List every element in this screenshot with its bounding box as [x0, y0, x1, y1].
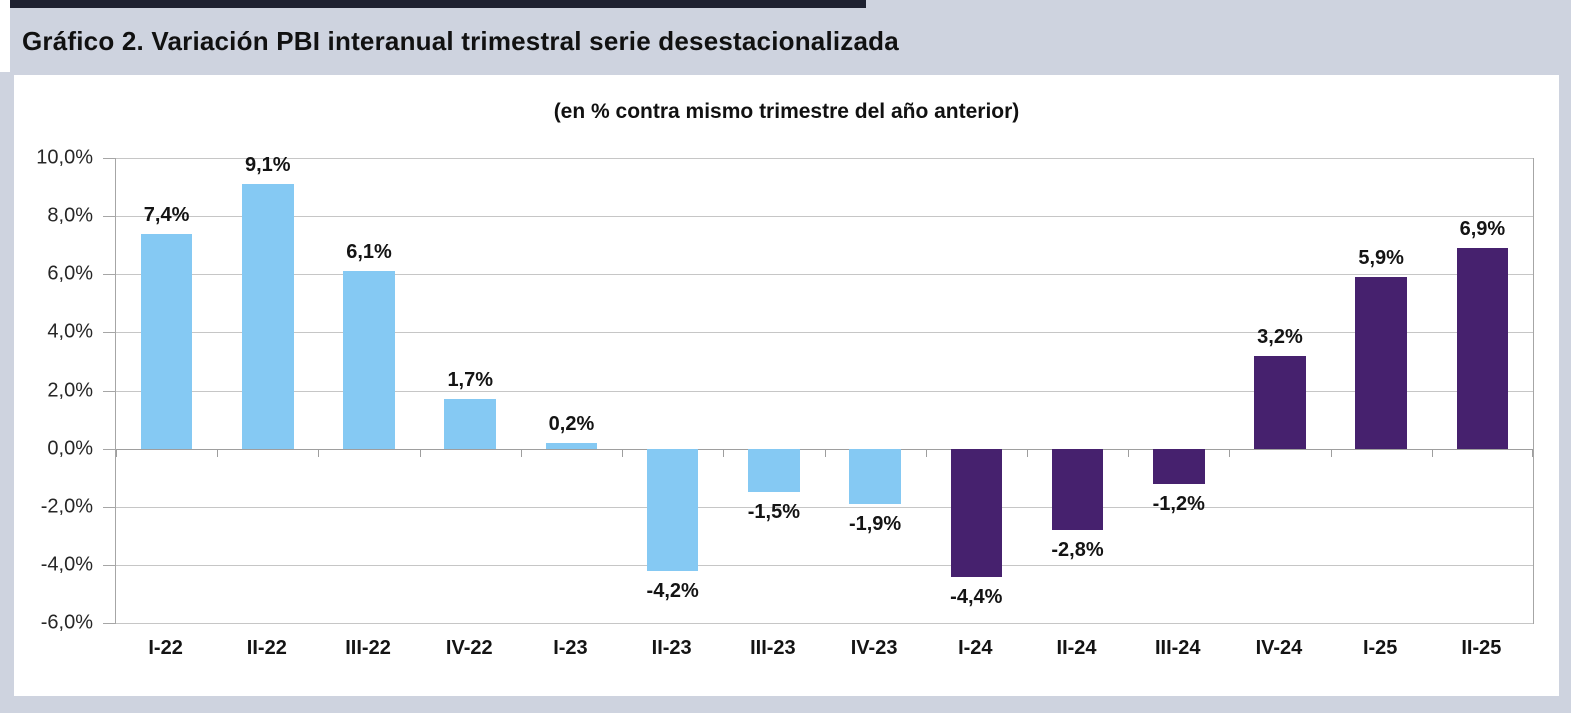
zero-axis-tick	[520, 448, 522, 457]
gridline	[116, 332, 1533, 334]
y-tick-label: 0,0%	[47, 437, 93, 460]
x-axis-label: I-23	[553, 637, 588, 659]
bar-III-23	[748, 448, 800, 493]
x-axis-labels: I-22 II-22 III-22 IV-22 I-23 II-23 III-23 IV-23…	[115, 633, 1532, 665]
zero-axis-tick	[622, 448, 624, 457]
y-tick-label: 2,0%	[47, 379, 93, 401]
x-axis-label: IV-23	[850, 637, 898, 659]
bar-value-label: -1,9%	[848, 512, 902, 535]
y-tick-label: -4,0%	[40, 553, 93, 576]
bar-III-24	[1152, 448, 1205, 484]
x-axis-label: I-24	[958, 637, 993, 659]
x-axis-label: IV-24	[1255, 637, 1303, 659]
bar-IV-23	[849, 448, 901, 504]
x-axis-label: I-22	[148, 637, 183, 659]
y-tick-label: 8,0%	[47, 204, 93, 227]
chart-header: Gráfico 2. Variación PBI interanual trim…	[0, 8, 1571, 75]
x-axis-label: II-22	[246, 637, 287, 659]
gridline	[116, 216, 1533, 218]
y-tick-mark	[103, 158, 115, 159]
zero-axis-tick	[1026, 448, 1028, 457]
y-tick-mark	[103, 390, 115, 392]
bar-value-label: -4,4%	[950, 585, 1003, 608]
zero-axis-tick	[318, 448, 320, 457]
y-axis-labels: 10,0% 8,0% 6,0% 4,0% 2,0% 0,0% -2,0% -4,0% -6,0%	[14, 147, 115, 634]
bar-value-label: 6,9%	[1459, 218, 1506, 241]
bar-III-22	[343, 271, 395, 449]
top-border-line	[10, 0, 866, 8]
bar-I-25	[1355, 277, 1407, 449]
bar-II-22	[242, 184, 294, 449]
zero-axis-tick	[116, 448, 117, 457]
bar-value-label: -4,2%	[646, 579, 699, 602]
bar-value-label: -2,8%	[1051, 539, 1104, 561]
x-axis-label: III-23	[750, 637, 796, 659]
x-axis-label: I-25	[1362, 637, 1398, 659]
chart-title: Gráfico 2. Variación PBI interanual trim…	[22, 26, 899, 56]
y-tick-mark	[103, 564, 115, 566]
y-tick-label: 4,0%	[47, 320, 93, 343]
gridline	[116, 564, 1533, 566]
zero-axis-tick	[925, 448, 927, 457]
bar-II-23	[646, 448, 699, 571]
y-tick-mark	[103, 274, 115, 276]
x-axis-label: III-24	[1154, 637, 1201, 659]
y-tick-label: 10,0%	[36, 146, 93, 169]
chart-subtitle: (en % contra mismo trimestre del año ant…	[553, 100, 1020, 123]
page-margin-notch	[0, 0, 10, 72]
bar-II-25	[1456, 248, 1509, 449]
bar-value-label: 0,2%	[548, 412, 595, 435]
zero-axis-tick	[1128, 448, 1130, 457]
x-axis-label: II-25	[1461, 637, 1502, 659]
zero-axis-tick	[1330, 448, 1332, 457]
bar-I-23	[545, 442, 598, 449]
y-tick-label: -6,0%	[40, 611, 93, 634]
plot-area: 7,4% 9,1% 6,1% 1,7% 0,2% -4,2% -1,5% -1,9% -4,4%…	[115, 154, 1534, 624]
bar-value-label: 3,2%	[1257, 325, 1303, 348]
bar-value-label: 7,4%	[143, 203, 190, 226]
bar-value-label: 5,9%	[1358, 247, 1404, 270]
y-tick-mark	[103, 332, 115, 334]
zero-axis-tick	[217, 448, 219, 457]
x-axis-label: II-23	[651, 637, 692, 659]
gridline	[116, 623, 1533, 624]
bar-value-label: -1,5%	[747, 501, 800, 524]
x-axis-label: II-24	[1056, 637, 1097, 659]
gridline	[116, 506, 1533, 508]
chart-panel: (en % contra mismo trimestre del año ant…	[14, 75, 1559, 696]
y-tick-label: -2,0%	[40, 495, 93, 518]
bar-IV-22	[444, 399, 497, 449]
zero-axis-tick	[1431, 448, 1433, 457]
zero-axis-tick	[419, 448, 421, 457]
bar-value-label: 9,1%	[245, 154, 291, 177]
bar-value-label: -1,2%	[1152, 492, 1205, 515]
gridline	[116, 158, 1533, 159]
bar-value-label: 6,1%	[346, 241, 392, 264]
bar-I-24	[950, 448, 1003, 577]
x-axis-label: III-22	[345, 637, 391, 659]
zero-axis-tick	[1229, 448, 1231, 457]
y-tick-mark	[103, 623, 115, 624]
y-tick-mark	[103, 448, 115, 450]
y-tick-mark	[103, 506, 115, 508]
y-tick-label: 6,0%	[47, 262, 93, 285]
bar-value-label: 1,7%	[447, 369, 494, 392]
y-tick-mark	[103, 216, 115, 218]
bar-IV-24	[1254, 355, 1306, 449]
x-axis-label: IV-22	[445, 637, 493, 659]
gridline	[116, 274, 1533, 276]
bar-I-22	[140, 233, 193, 449]
zero-axis-tick	[1532, 448, 1533, 457]
zero-axis-tick	[824, 448, 826, 457]
zero-axis-tick	[723, 448, 725, 457]
bar-II-24	[1051, 448, 1104, 530]
gridline	[116, 390, 1533, 392]
